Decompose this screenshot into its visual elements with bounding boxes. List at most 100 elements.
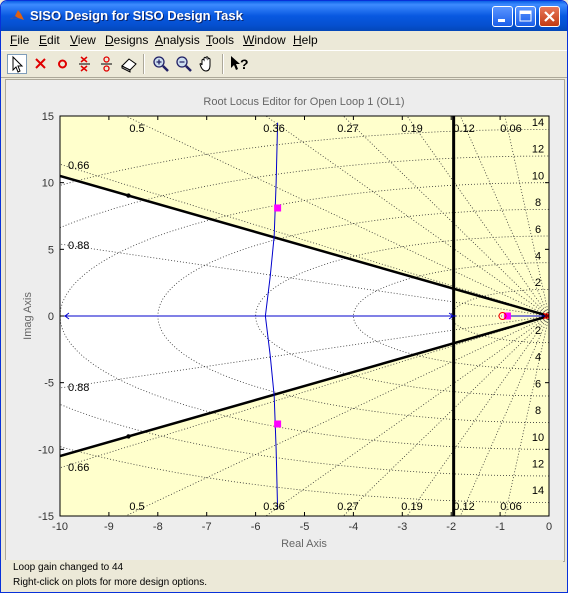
x-tick-label: -4 xyxy=(349,521,359,533)
maximize-button[interactable] xyxy=(515,6,536,27)
status-line-hint: Right-click on plots for more design opt… xyxy=(13,577,207,588)
damping-grid-line xyxy=(504,116,549,317)
damping-label-top: 0.36 xyxy=(263,123,284,135)
damping-label-top: 0.5 xyxy=(129,123,144,135)
root-locus-branches xyxy=(60,122,549,510)
select-arrow-icon xyxy=(12,55,24,73)
constraint-handle[interactable] xyxy=(126,434,131,439)
frequency-label: 2 xyxy=(535,325,541,337)
x-tick-label: -9 xyxy=(104,521,114,533)
minimize-button[interactable] xyxy=(492,6,513,27)
closed-loop-pole-marker[interactable] xyxy=(274,420,282,428)
frequency-label: 8 xyxy=(535,197,541,209)
locus-arrow xyxy=(64,312,70,320)
menu-view[interactable]: View xyxy=(70,33,96,47)
toolbar-separator xyxy=(143,54,145,74)
frequency-label: 6 xyxy=(535,378,541,390)
damping-grid-line xyxy=(124,116,549,317)
x-axis-label: Real Axis xyxy=(281,538,327,550)
closed-loop-pole-marker[interactable] xyxy=(274,204,282,212)
add-zero-icon xyxy=(58,59,67,69)
menu-edit[interactable]: Edit xyxy=(39,33,60,47)
root-locus-plot[interactable]: Root Locus Editor for Open Loop 1 (OL1) … xyxy=(6,80,564,561)
title-bar[interactable]: SISO Design for SISO Design Task xyxy=(1,1,567,31)
menu-window[interactable]: Window xyxy=(243,33,286,47)
toolbar: ? xyxy=(1,50,567,78)
zoom-in-button[interactable] xyxy=(151,54,171,74)
window-title: SISO Design for SISO Design Task xyxy=(30,8,243,23)
add-pole-icon xyxy=(35,58,46,69)
y-tick-label: -15 xyxy=(38,511,54,523)
x-tick-label: 0 xyxy=(546,521,552,533)
close-icon xyxy=(544,11,555,22)
constraint-handle[interactable] xyxy=(126,193,131,198)
eraser-icon xyxy=(121,58,137,73)
damping-label-bottom: 0.06 xyxy=(500,501,521,513)
damping-label-left: 0.88 xyxy=(68,240,89,252)
y-tick-label: 10 xyxy=(42,178,54,190)
x-tick-label: -7 xyxy=(202,521,212,533)
matlab-logo-icon xyxy=(10,10,24,20)
menu-tools[interactable]: Tools xyxy=(206,33,235,47)
zoom-out-button[interactable] xyxy=(174,54,194,74)
add-pole-button[interactable] xyxy=(31,54,51,74)
x-tick-label: -6 xyxy=(251,521,261,533)
frequency-label: 4 xyxy=(535,352,541,364)
damping-constraint-line[interactable] xyxy=(60,174,549,318)
damping-label-top: 0.19 xyxy=(401,123,422,135)
damping-label-bottom: 0.5 xyxy=(129,501,144,513)
add-zero-button[interactable] xyxy=(53,54,73,74)
plot-title: Root Locus Editor for Open Loop 1 (OL1) xyxy=(203,96,404,108)
x-tick-label: -5 xyxy=(300,521,310,533)
eraser-button[interactable] xyxy=(119,54,139,74)
add-complex-zero-button[interactable] xyxy=(97,54,117,74)
frequency-label: 4 xyxy=(535,251,541,263)
frequency-grid-circle xyxy=(60,182,549,450)
menu-help[interactable]: Help xyxy=(293,33,318,47)
y-tick-label: -10 xyxy=(38,444,54,456)
damping-label-top: 0.06 xyxy=(500,123,521,135)
x-tick-label: -3 xyxy=(397,521,407,533)
add-complex-pole-button[interactable] xyxy=(75,54,95,74)
select-tool-button[interactable] xyxy=(7,54,27,74)
y-tick-label: -5 xyxy=(44,378,54,390)
open-loop-zero-marker[interactable] xyxy=(498,312,507,320)
damping-grid-line xyxy=(459,315,549,516)
minimize-icon xyxy=(498,19,505,22)
damping-label-bottom: 0.27 xyxy=(337,501,358,513)
menu-file[interactable]: File xyxy=(10,33,30,47)
closed-loop-pole-marker[interactable] xyxy=(503,312,511,320)
figure-area[interactable]: Root Locus Editor for Open Loop 1 (OL1) … xyxy=(5,79,565,562)
whats-this-button[interactable]: ? xyxy=(229,54,249,74)
frequency-label: 10 xyxy=(532,432,544,444)
damping-grid-line xyxy=(60,163,549,317)
damping-label-bottom: 0.12 xyxy=(453,501,474,513)
damping-grid-line xyxy=(459,116,549,317)
x-tick-label: -1 xyxy=(495,521,505,533)
grid-labels: 0.5 0.36 0.27 0.19 0.12 0.06 0.5 0.36 0.27 0.19 0.… xyxy=(68,117,544,513)
frequency-label: 2 xyxy=(535,277,541,289)
pan-hand-icon xyxy=(199,56,211,72)
y-tick-label: 5 xyxy=(48,244,54,256)
status-bar: Loop gain changed to 44 Right-click on p… xyxy=(5,560,563,592)
whats-this-icon: ? xyxy=(231,56,249,72)
close-button[interactable] xyxy=(539,6,560,27)
damping-label-left: 0.66 xyxy=(68,160,89,172)
open-loop-pole-marker[interactable] xyxy=(545,312,552,320)
damping-label-top: 0.12 xyxy=(453,123,474,135)
frequency-label: 10 xyxy=(532,170,544,182)
add-complex-zero-icon xyxy=(101,56,112,72)
menu-designs[interactable]: Designs xyxy=(105,33,149,47)
damping-label-top: 0.27 xyxy=(337,123,358,135)
menu-analysis[interactable]: Analysis xyxy=(155,33,200,47)
damping-grid-line xyxy=(504,315,549,516)
damping-label-left: 0.66 xyxy=(68,462,89,474)
x-tick-label: -2 xyxy=(446,521,456,533)
toolbar-separator xyxy=(222,54,224,74)
damping-label-bottom: 0.36 xyxy=(263,501,284,513)
frequency-label: 8 xyxy=(535,405,541,417)
damping-constraint-line[interactable] xyxy=(60,314,549,458)
pan-button[interactable] xyxy=(197,54,217,74)
